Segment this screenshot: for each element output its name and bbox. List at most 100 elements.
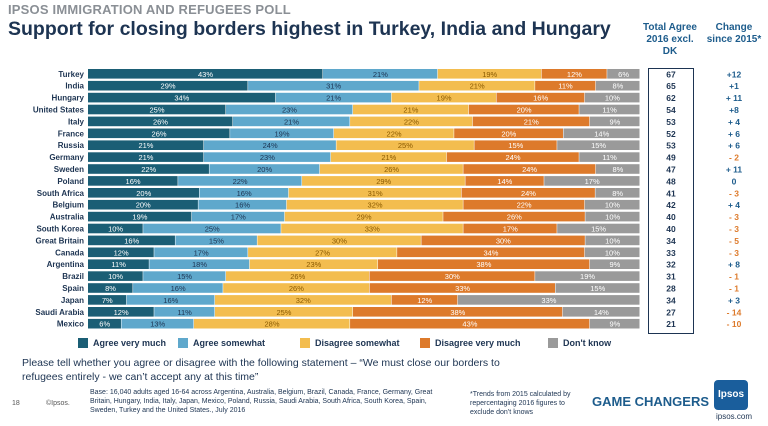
- bar-segment: [198, 199, 287, 210]
- total-agree-box: [648, 68, 694, 334]
- bar-segment: [557, 140, 640, 150]
- bar-value-label: 22%: [517, 201, 532, 210]
- bar-segment: [88, 116, 233, 127]
- bar-value-label: 19%: [132, 213, 147, 222]
- bar-segment: [223, 283, 370, 293]
- bar-segment: [88, 283, 133, 293]
- bar-value-label: 11%: [558, 82, 573, 91]
- bar-value-label: 11%: [177, 308, 192, 317]
- bar-segment: [154, 307, 215, 317]
- bar-value-label: 23%: [306, 260, 321, 269]
- bar-value-label: 10%: [605, 236, 620, 245]
- total-agree-value: 32: [666, 260, 676, 270]
- bar-segment: [232, 116, 350, 127]
- legend-swatch: [178, 338, 188, 348]
- bar-segment: [352, 104, 469, 115]
- change-value: + 11: [726, 165, 743, 175]
- bar-segment: [446, 152, 579, 162]
- total-agree-value: 47: [666, 165, 676, 175]
- bar-segment: [88, 295, 127, 305]
- country-label: India: [65, 82, 84, 91]
- bar-segment: [248, 80, 419, 91]
- change-value: +12: [727, 69, 742, 79]
- country-label: Canada: [55, 248, 84, 257]
- bar-value-label: 38%: [450, 308, 465, 317]
- bar-segment: [391, 92, 496, 103]
- bar-value-label: 6%: [618, 70, 629, 79]
- bar-segment: [88, 271, 143, 281]
- change-value: +8: [729, 105, 739, 115]
- total-agree-value: 21: [666, 319, 676, 329]
- total-agree-value: 52: [666, 129, 676, 139]
- bar-value-label: 22%: [141, 165, 156, 174]
- total-agree-value: 62: [666, 93, 676, 103]
- bar-segment: [178, 176, 302, 186]
- bar-value-label: 15%: [591, 141, 606, 150]
- bar-value-label: 11%: [602, 153, 617, 162]
- bar-segment: [579, 104, 640, 115]
- bar-value-label: 25%: [276, 308, 291, 317]
- bar-value-label: 16%: [235, 201, 250, 210]
- bar-value-label: 43%: [462, 320, 477, 329]
- change-value: + 4: [728, 200, 740, 210]
- bar-value-label: 15%: [590, 284, 605, 293]
- bar-segment: [472, 116, 590, 127]
- country-label: Australia: [50, 213, 85, 222]
- bar-value-label: 43%: [198, 70, 213, 79]
- bar-segment: [143, 271, 226, 281]
- bar-segment: [88, 80, 248, 91]
- change-value: + 11: [726, 93, 743, 103]
- country-label: Mexico: [57, 320, 84, 329]
- bar-segment: [463, 199, 585, 210]
- bar-segment: [88, 128, 230, 139]
- change-value: +1: [729, 81, 739, 91]
- bar-value-label: 6%: [99, 320, 110, 329]
- bar-segment: [275, 92, 392, 103]
- bar-value-label: 17%: [503, 225, 518, 234]
- bar-value-label: 19%: [482, 70, 497, 79]
- bar-value-label: 32%: [296, 296, 311, 305]
- country-label: Japan: [61, 296, 84, 305]
- bar-segment: [88, 211, 192, 222]
- bar-segment: [589, 259, 640, 269]
- bar-segment: [88, 259, 149, 269]
- bar-segment: [595, 188, 640, 198]
- country-label: Great Britain: [36, 236, 85, 245]
- bar-segment: [419, 80, 535, 91]
- bar-segment: [126, 295, 215, 305]
- bar-value-label: 30%: [496, 236, 511, 245]
- change-value: - 3: [729, 212, 739, 222]
- bar-value-label: 23%: [282, 106, 297, 115]
- bar-value-label: 21%: [284, 117, 299, 126]
- bar-value-label: 10%: [605, 201, 620, 210]
- bar-segment: [557, 223, 640, 234]
- stacked-bar-chart: Turkey 43% 21% 19% 12% 6% 67 +12 India 29% 31% 21% 1…: [33, 69, 743, 329]
- total-agree-value: 27: [666, 307, 676, 317]
- total-agree-value: 28: [666, 284, 676, 294]
- bar-value-label: 21%: [138, 153, 153, 162]
- bar-segment: [562, 307, 640, 317]
- bar-value-label: 26%: [153, 117, 168, 126]
- bar-value-label: 34%: [483, 248, 498, 257]
- bar-value-label: 10%: [605, 94, 620, 103]
- total-agree-value: 54: [666, 105, 676, 115]
- bar-value-label: 33%: [455, 284, 470, 293]
- bar-value-label: 34%: [174, 94, 189, 103]
- bar-segment: [214, 295, 392, 305]
- change-value: - 1: [729, 272, 739, 282]
- bar-segment: [461, 188, 595, 198]
- bar-value-label: 15%: [591, 225, 606, 234]
- bar-segment: [584, 92, 640, 103]
- bar-value-label: 14%: [497, 177, 512, 186]
- country-label: Spain: [62, 284, 84, 293]
- bar-segment: [584, 247, 640, 258]
- bar-segment: [143, 223, 281, 234]
- country-label: France: [58, 129, 85, 138]
- bar-segment: [88, 307, 154, 317]
- base-note: Base: 16,040 adults aged 16-64 across Ar…: [90, 389, 433, 414]
- bar-value-label: 19%: [580, 272, 595, 281]
- bar-value-label: 38%: [476, 260, 491, 269]
- total-agree-value: 53: [666, 117, 676, 127]
- country-label: South Korea: [36, 225, 84, 234]
- bar-value-label: 10%: [605, 213, 620, 222]
